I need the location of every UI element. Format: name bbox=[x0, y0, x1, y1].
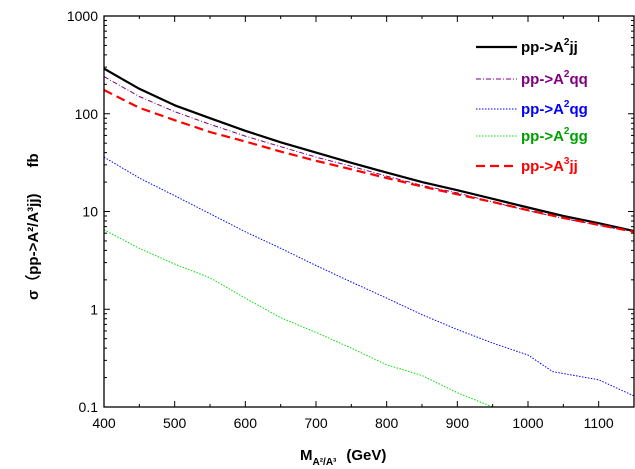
x-axis-title-sub: A²/A³ bbox=[313, 457, 338, 468]
legend-label-sup: 2 bbox=[564, 37, 570, 48]
y-tick-label: 1000 bbox=[67, 8, 98, 24]
series-line-2 bbox=[104, 76, 635, 233]
x-tick-label: 600 bbox=[234, 415, 258, 431]
legend-label-base: pp->A bbox=[521, 71, 564, 88]
x-tick-label: 400 bbox=[92, 415, 116, 431]
legend-label-base: pp->A bbox=[521, 39, 564, 56]
legend-label-4: pp->A2gg bbox=[521, 126, 588, 145]
y-axis-title-unit: fb bbox=[25, 153, 42, 167]
x-axis-title-unit: (GeV) bbox=[346, 447, 386, 464]
series-layer bbox=[104, 67, 635, 407]
x-tick-label: 1100 bbox=[584, 415, 614, 431]
legend-label-base: pp->A bbox=[521, 101, 564, 118]
legend-label-5: pp->A3jj bbox=[521, 156, 578, 175]
legend-label-base: pp->A bbox=[521, 158, 564, 175]
x-axis-title: MA²/A³ (GeV) bbox=[300, 447, 386, 468]
x-tick-label: 1000 bbox=[512, 415, 543, 431]
x-tick-label: 500 bbox=[163, 415, 187, 431]
series-line-3 bbox=[104, 156, 635, 397]
x-axis-title-main: M bbox=[300, 447, 313, 464]
legend-label-tail: jj bbox=[568, 39, 577, 56]
legend-label-2: pp->A2qq bbox=[521, 69, 588, 88]
legend-label-sup: 3 bbox=[564, 156, 570, 167]
legend-label-tail: gg bbox=[569, 128, 587, 145]
tick-labels: 400 500 600 700 800 900 1000 1100 0.1 1 10 100 1000 bbox=[67, 8, 614, 431]
legend-label-sup: 2 bbox=[564, 126, 570, 137]
legend-label-sup: 2 bbox=[564, 69, 570, 80]
legend-label-sup: 2 bbox=[564, 99, 570, 110]
y-axis-title: σ（pp->A²/A³jj) fb bbox=[24, 153, 42, 300]
legend-label-1: pp->A2jj bbox=[521, 37, 578, 56]
x-tick-label: 900 bbox=[446, 415, 470, 431]
legend-label-base: pp->A bbox=[521, 128, 564, 145]
y-tick-label: 0.1 bbox=[79, 399, 99, 415]
ticks-layer bbox=[103, 15, 634, 408]
series-line-1 bbox=[104, 67, 635, 233]
y-axis-title-main: σ（pp->A²/A³jj) bbox=[24, 194, 42, 301]
y-tick-label: 1 bbox=[90, 301, 98, 317]
x-tick-label: 800 bbox=[375, 415, 399, 431]
legend-label-3: pp->A2qg bbox=[521, 99, 588, 118]
y-tick-label: 10 bbox=[82, 204, 98, 220]
legend-label-tail: qq bbox=[569, 71, 587, 88]
legend-label-tail: qg bbox=[569, 101, 587, 118]
legend-label-tail: jj bbox=[568, 158, 577, 175]
x-tick-label: 700 bbox=[304, 415, 328, 431]
y-tick-label: 100 bbox=[75, 106, 99, 122]
series-line-4 bbox=[104, 229, 493, 407]
